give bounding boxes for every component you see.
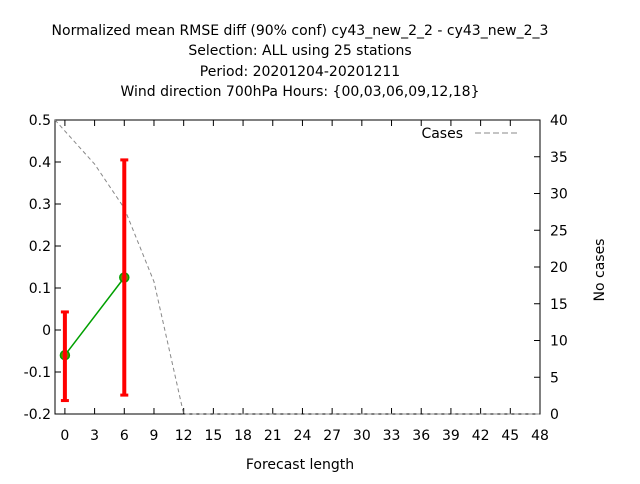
- y2-tick-label: 35: [550, 150, 568, 166]
- x-tick-label: 9: [150, 428, 159, 444]
- x-tick-label: 33: [383, 428, 401, 444]
- chart-title-line-2: Selection: ALL using 25 stations: [188, 43, 411, 59]
- x-tick-label: 24: [294, 428, 312, 444]
- x-tick-label: 27: [323, 428, 341, 444]
- y2-tick-label: 20: [550, 260, 568, 276]
- y-tick-label: 0.4: [29, 155, 51, 171]
- legend-label-cases: Cases: [421, 126, 463, 142]
- chart-title: Normalized mean RMSE diff (90% conf) cy4…: [52, 23, 549, 100]
- chart-title-line-1: Normalized mean RMSE diff (90% conf) cy4…: [52, 23, 549, 39]
- chart-title-line-4: Wind direction 700hPa Hours: {00,03,06,0…: [120, 84, 479, 100]
- legend: Cases: [421, 126, 520, 142]
- y2-tick-label: 15: [550, 297, 568, 313]
- chart-title-line-3: Period: 20201204-20201211: [200, 64, 400, 80]
- y2-tick-label: 5: [550, 370, 559, 386]
- y2-tick-label: 30: [550, 187, 568, 203]
- x-tick-label: 6: [120, 428, 129, 444]
- x-axis: 0 3 6 9 12 15 18 21 24 27 30 33 36 39 42 45 48: [60, 120, 549, 444]
- x-tick-label: 36: [412, 428, 430, 444]
- x-tick-label: 15: [204, 428, 222, 444]
- y2-tick-label: 0: [550, 407, 559, 423]
- y-tick-label: -0.2: [24, 407, 51, 423]
- cases-series: [54, 119, 540, 415]
- y-tick-label: 0.3: [29, 197, 51, 213]
- x-tick-label: 39: [442, 428, 460, 444]
- y-tick-label: 0.2: [29, 239, 51, 255]
- y-axis-right: 0 5 10 15 20 25 30 35 40: [534, 113, 568, 423]
- x-tick-label: 0: [60, 428, 69, 444]
- x-tick-label: 3: [90, 428, 99, 444]
- plot-area: [54, 119, 541, 415]
- y-axis-left: -0.2 -0.1 0 0.1 0.2 0.3 0.4 0.5: [24, 113, 61, 423]
- x-axis-label: Forecast length: [246, 457, 354, 473]
- x-tick-label: 18: [234, 428, 252, 444]
- x-tick-label: 12: [175, 428, 193, 444]
- error-bars: [60, 158, 129, 403]
- y-tick-label: 0.1: [29, 281, 51, 297]
- x-tick-label: 21: [264, 428, 282, 444]
- y2-tick-label: 40: [550, 113, 568, 129]
- y-tick-label: -0.1: [24, 365, 51, 381]
- y-tick-label: 0: [42, 323, 51, 339]
- x-tick-label: 42: [472, 428, 490, 444]
- x-tick-label: 30: [353, 428, 371, 444]
- y2-tick-label: 10: [550, 334, 568, 350]
- x-tick-label: 45: [501, 428, 519, 444]
- diff-line: [64, 277, 125, 356]
- x-tick-label: 48: [531, 428, 549, 444]
- diff-series: [59, 272, 130, 361]
- cases-line: [54, 119, 540, 415]
- y2-axis-label: No cases: [592, 239, 608, 302]
- y2-tick-label: 25: [550, 223, 568, 239]
- y-tick-label: 0.5: [29, 113, 51, 129]
